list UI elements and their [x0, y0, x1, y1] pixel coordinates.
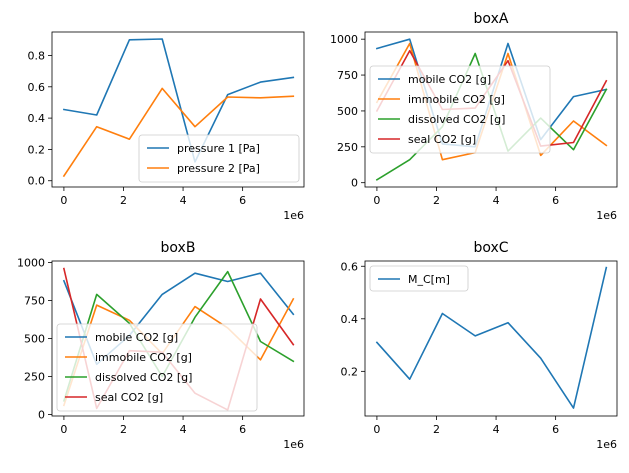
- x-tick-label: 4: [493, 194, 500, 207]
- series-line-1: [375, 266, 608, 409]
- x-tick-label: 6: [552, 194, 559, 207]
- x-tick-label: 0: [373, 194, 380, 207]
- x-offset-label: 1e6: [283, 438, 304, 451]
- x-tick-label: 4: [493, 423, 500, 436]
- x-offset-label: 1e6: [283, 209, 304, 222]
- y-tick-label: 0: [351, 177, 358, 190]
- y-tick-label: 0.2: [28, 143, 46, 156]
- legend-label: mobile CO2 [g]: [95, 331, 178, 344]
- y-tick-label: 0.6: [28, 81, 46, 94]
- legend: mobile CO2 [g] immobile CO2 [g] dissolved …: [369, 65, 551, 154]
- x-tick-label: 0: [373, 423, 380, 436]
- legend: pressure 1 [Pa] pressure 2 [Pa]: [138, 134, 300, 183]
- legend-label: mobile CO2 [g]: [408, 73, 491, 86]
- subplot-title: boxB: [161, 240, 196, 256]
- x-tick-label: 2: [120, 423, 127, 436]
- y-tick-label: 750: [24, 295, 45, 308]
- y-tick-label: 750: [337, 69, 358, 82]
- subplot-2: boxA 0 2 4 6 1e6 0 250 500 750 1000 mobile CO2 [g] i…: [330, 11, 618, 222]
- subplot-4: boxC 0 2 4 6 1e6 0.2 0.4 0.6 M_C[m]: [341, 240, 618, 451]
- subplot-3: boxB 0 2 4 6 1e6 0 250 500 750 1000 mobile CO2 [g] i…: [17, 240, 305, 451]
- legend-label: seal CO2 [g]: [95, 391, 163, 404]
- x-offset-label: 1e6: [596, 438, 617, 451]
- x-tick-label: 6: [239, 423, 246, 436]
- legend: M_C[m]: [369, 265, 469, 292]
- x-tick-label: 2: [120, 194, 127, 207]
- y-tick-label: 0.4: [28, 112, 46, 125]
- y-tick-label: 0.2: [341, 365, 359, 378]
- y-tick-label: 0: [38, 408, 45, 421]
- legend-label: seal CO2 [g]: [408, 133, 476, 146]
- y-tick-label: 0.6: [341, 260, 359, 273]
- x-tick-label: 6: [239, 194, 246, 207]
- legend: mobile CO2 [g] immobile CO2 [g] dissolved …: [56, 323, 258, 412]
- legend-label: dissolved CO2 [g]: [95, 371, 192, 384]
- y-tick-label: 250: [337, 141, 358, 154]
- x-tick-label: 6: [552, 423, 559, 436]
- x-tick-label: 4: [180, 194, 187, 207]
- y-tick-label: 0.4: [341, 313, 359, 326]
- y-tick-label: 500: [337, 105, 358, 118]
- subplot-title: boxC: [473, 240, 508, 256]
- x-offset-label: 1e6: [596, 209, 617, 222]
- legend-label: pressure 2 [Pa]: [177, 162, 260, 175]
- legend-box: [138, 134, 300, 183]
- legend-label: pressure 1 [Pa]: [177, 142, 260, 155]
- series-line-1: [62, 38, 295, 163]
- y-tick-label: 0.8: [28, 49, 46, 62]
- legend-box: [369, 265, 469, 292]
- legend-label: immobile CO2 [g]: [408, 93, 505, 106]
- legend-label: immobile CO2 [g]: [95, 351, 192, 364]
- legend-label: dissolved CO2 [g]: [408, 113, 505, 126]
- x-tick-label: 2: [433, 194, 440, 207]
- legend-box: [56, 323, 258, 412]
- series-line-2: [62, 87, 295, 178]
- legend-box: [369, 65, 551, 154]
- y-tick-label: 1000: [17, 257, 45, 270]
- x-tick-label: 4: [180, 423, 187, 436]
- x-tick-label: 0: [60, 423, 67, 436]
- y-tick-label: 250: [24, 370, 45, 383]
- x-tick-label: 0: [60, 194, 67, 207]
- x-tick-label: 2: [433, 423, 440, 436]
- legend-label: M_C[m]: [408, 273, 450, 286]
- y-tick-label: 500: [24, 333, 45, 346]
- y-tick-label: 1000: [330, 33, 358, 46]
- y-tick-label: 0.0: [28, 175, 46, 188]
- subplot-title: boxA: [474, 11, 509, 27]
